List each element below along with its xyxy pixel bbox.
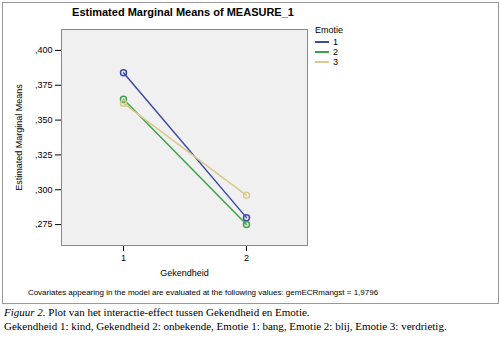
svg-text:Gekendheid: Gekendheid — [160, 268, 209, 278]
svg-text:2: 2 — [244, 253, 249, 263]
html-text:Covariates appearing in the mo: Covariates appearing in the model are ev… — [27, 288, 379, 297]
svg-text:,300: ,300 — [35, 185, 53, 195]
html-text:2: 2 — [333, 47, 338, 57]
svg-text:,375: ,375 — [35, 80, 53, 90]
svg-text:,350: ,350 — [35, 115, 53, 125]
html-text:Gekendheid 1: kind, Gekendheid: Gekendheid 1: kind, Gekendheid 2: onbeke… — [4, 320, 447, 332]
svg-text:,325: ,325 — [35, 150, 53, 160]
html-text:Emotie: Emotie — [315, 25, 343, 35]
svg-text:1: 1 — [121, 253, 126, 263]
html-text:Estimated Marginal Means of ME: Estimated Marginal Means of MEASURE_1 — [72, 6, 294, 18]
svg-text:,400: ,400 — [35, 45, 53, 55]
html-text:3: 3 — [333, 57, 338, 67]
html-text:Figuur 2. Plot van het interac: Figuur 2. Plot van het interactie-effect… — [4, 306, 310, 318]
svg-text:,275: ,275 — [35, 219, 53, 229]
html-text:1: 1 — [333, 37, 338, 47]
svg-text:Estimated Marginal Means: Estimated Marginal Means — [14, 84, 24, 191]
